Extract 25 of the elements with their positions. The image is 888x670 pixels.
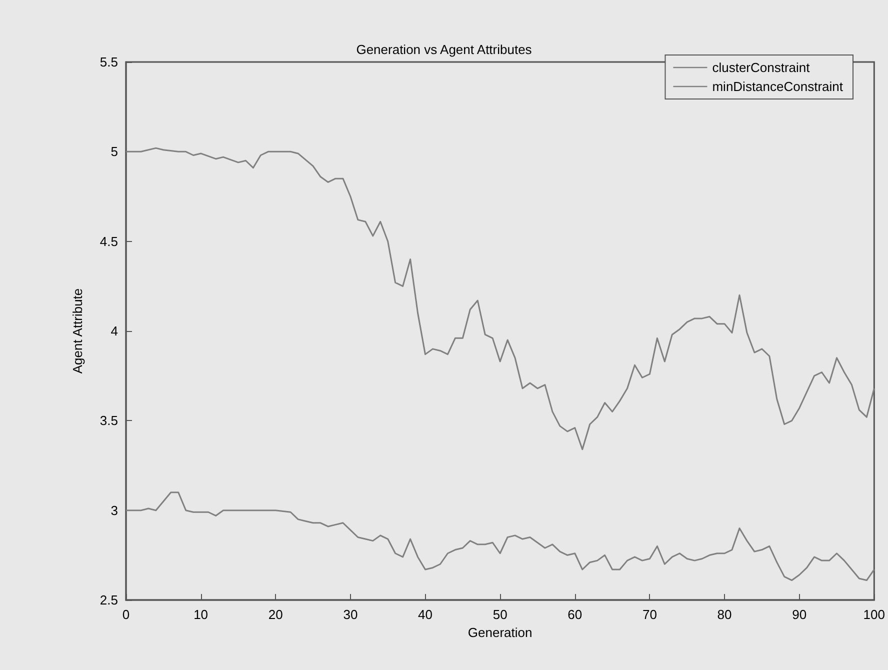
x-tick-label: 50 — [492, 607, 508, 622]
y-tick-label: 2.5 — [100, 592, 118, 608]
line-series — [125, 147, 875, 450]
x-axis-title: Generation — [468, 624, 532, 640]
y-tick-label: 5 — [110, 144, 118, 160]
x-tick-label: 0 — [122, 607, 130, 622]
x-tick-label: 40 — [418, 607, 432, 622]
y-axis-title: Agent Attribute — [70, 288, 85, 374]
line-series — [125, 492, 875, 582]
x-tick-label: 10 — [194, 607, 208, 622]
y-tick-label: 3.5 — [100, 413, 118, 428]
y-tick-label: 3 — [110, 502, 118, 518]
y-tick-label: 4.5 — [100, 234, 118, 249]
chart-title: Generation vs Agent Attributes — [356, 42, 532, 57]
x-tick-label: 20 — [268, 607, 283, 622]
x-tick-label: 100 — [863, 607, 886, 622]
x-tick-label: 80 — [717, 607, 732, 622]
x-tick-label: 60 — [568, 607, 582, 622]
y-tick-label: 5.5 — [100, 54, 118, 70]
x-tick-label: 30 — [343, 607, 358, 622]
y-tick-label: 4 — [110, 324, 118, 338]
legend-label: clusterConstraint — [712, 60, 810, 75]
legend-label: minDistanceConstraint — [712, 79, 844, 94]
x-tick-label: 90 — [792, 607, 807, 622]
x-tick-label: 70 — [642, 607, 657, 622]
